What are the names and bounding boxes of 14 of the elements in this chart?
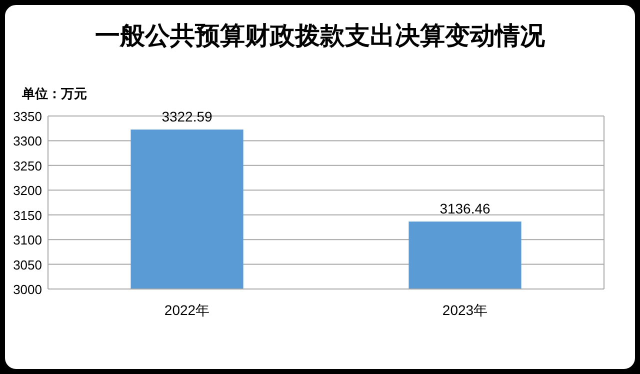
y-tick-label: 3050 (13, 257, 42, 272)
x-tick-label: 2022年 (164, 302, 210, 318)
data-label: 3322.59 (162, 108, 213, 125)
y-tick-label: 3100 (13, 232, 42, 248)
text: 单位：万元 (21, 86, 87, 101)
y-tick-label: 3250 (13, 158, 42, 174)
x-tick-label: 2023年 (442, 302, 488, 318)
chart-title: 一般公共预算财政拨款支出决算变动情况 (95, 22, 546, 50)
y-tick-label: 3300 (13, 134, 42, 149)
y-tick-label: 3200 (13, 183, 42, 198)
y-tick-label: 3150 (13, 208, 42, 223)
y-tick-label: 3000 (13, 282, 42, 297)
y-tick-label: 3350 (13, 109, 42, 124)
data-label: 3136.46 (440, 200, 491, 217)
